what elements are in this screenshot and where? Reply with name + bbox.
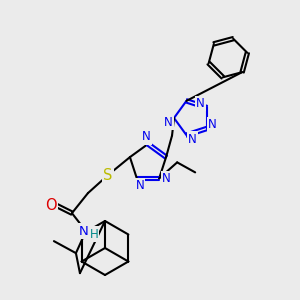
Text: N: N bbox=[208, 118, 217, 131]
Text: N: N bbox=[164, 116, 172, 128]
Text: N: N bbox=[188, 133, 197, 146]
Text: N: N bbox=[162, 172, 170, 185]
Text: S: S bbox=[103, 168, 112, 183]
Text: N: N bbox=[136, 179, 144, 192]
Text: N: N bbox=[79, 225, 89, 238]
Text: O: O bbox=[45, 198, 57, 213]
Text: N: N bbox=[196, 97, 205, 110]
Text: N: N bbox=[142, 130, 150, 143]
Text: H: H bbox=[90, 228, 98, 241]
